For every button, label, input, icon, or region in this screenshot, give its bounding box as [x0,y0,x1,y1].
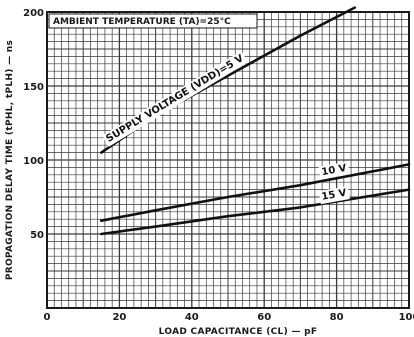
curve-label-15v: 15 V [321,188,348,203]
x-tick-label: 80 [330,312,344,323]
x-tick-label: 0 [44,312,51,323]
x-tick-label: 60 [257,312,271,323]
curve-label-backing [318,161,350,180]
curve-label-backing [102,51,249,147]
series-line-1 [100,163,411,222]
y-tick-label: 100 [23,156,44,167]
y-tick-labels: 50 100 150 200 [23,8,44,241]
curve-label-15v-group: 15 V [318,186,350,205]
grid [47,12,409,308]
curve-label-backing [318,186,350,205]
y-axis-label: PROPAGATION DELAY TIME (tPHL, tPLH) — ns [5,40,15,280]
y-tick-label: 200 [23,8,44,19]
title-box [48,13,258,29]
x-tick-label: 100 [399,312,414,323]
y-tick-label: 50 [30,230,44,241]
x-tick-label: 20 [112,312,126,323]
curve-label-10v: 10 V [321,163,348,178]
x-axis-label: LOAD CAPACITANCE (CL) — pF [159,327,318,337]
x-tick-label: 40 [185,312,199,323]
y-tick-label: 150 [23,82,44,93]
plot-frame [46,11,410,309]
series-line-2 [100,188,411,236]
x-tick-labels: 0 20 40 60 80 100 [44,312,414,323]
curve-label-10v-group: 10 V [318,161,350,180]
chart-title: AMBIENT TEMPERATURE (TA)=25°C [53,17,231,27]
